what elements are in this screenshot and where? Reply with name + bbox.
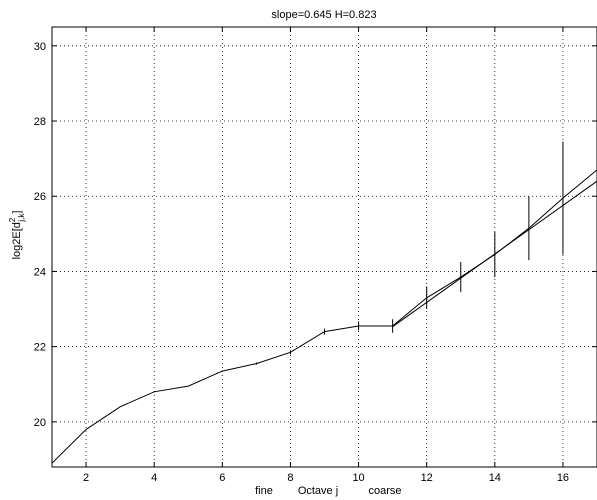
x-axis-label: Octave j	[298, 485, 338, 497]
x-tick-label: 6	[219, 472, 225, 484]
y-ticks: 20 22 24 26 28 30	[34, 41, 597, 429]
x-axis-label-coarse: coarse	[368, 485, 401, 497]
x-tick-label: 10	[352, 472, 364, 484]
y-tick-label: 30	[34, 41, 46, 53]
y-tick-label: 22	[34, 342, 46, 354]
x-tick-label: 16	[557, 472, 569, 484]
chart-title: slope=0.645 H=0.823	[271, 9, 376, 21]
series	[51, 141, 597, 464]
y-tick-label: 26	[34, 191, 46, 203]
regression-line	[392, 180, 597, 328]
plot-frame	[51, 26, 597, 468]
x-tick-label: 12	[421, 472, 433, 484]
x-tick-label: 4	[151, 472, 157, 484]
x-tick-label: 8	[287, 472, 293, 484]
x-ticks: 2 4 6 8 10 12 14 16	[83, 27, 569, 484]
plot-background	[52, 27, 597, 467]
y-tick-label: 24	[34, 266, 46, 278]
x-tick-label: 2	[83, 472, 89, 484]
y-tick-label: 20	[34, 417, 46, 429]
y-axis-label: log2E[d2j,k]	[8, 211, 26, 260]
y-tick-label: 28	[34, 116, 46, 128]
x-tick-label: 14	[489, 472, 501, 484]
x-axis-label-fine: fine	[255, 485, 273, 497]
